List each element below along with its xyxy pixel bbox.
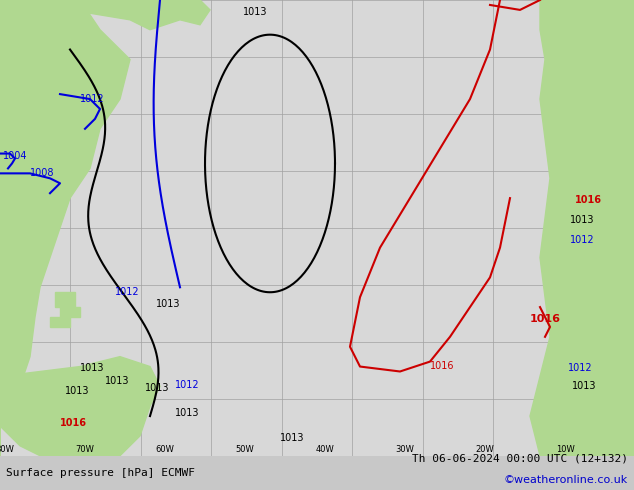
Text: 1013: 1013: [280, 433, 304, 443]
Text: 1013: 1013: [570, 215, 595, 225]
Text: 30W: 30W: [396, 445, 415, 454]
Text: 1016: 1016: [60, 418, 87, 428]
Text: 1012: 1012: [80, 94, 105, 104]
Text: 1016: 1016: [575, 195, 602, 205]
Polygon shape: [60, 307, 80, 317]
Text: 70W: 70W: [75, 445, 94, 454]
Polygon shape: [530, 0, 634, 456]
Text: Th 06-06-2024 00:00 UTC (12+132): Th 06-06-2024 00:00 UTC (12+132): [411, 453, 628, 463]
Polygon shape: [70, 0, 210, 30]
Text: 1004: 1004: [3, 150, 27, 161]
Text: 1008: 1008: [30, 169, 55, 178]
Text: 1013: 1013: [145, 383, 169, 393]
Text: 1013: 1013: [243, 7, 268, 17]
Polygon shape: [0, 0, 130, 456]
Text: 40W: 40W: [316, 445, 334, 454]
Text: 1012: 1012: [570, 235, 595, 245]
Polygon shape: [50, 317, 70, 327]
Text: 60W: 60W: [155, 445, 174, 454]
Text: 1016: 1016: [430, 361, 455, 370]
Text: ©weatheronline.co.uk: ©weatheronline.co.uk: [503, 475, 628, 485]
Text: 1016: 1016: [530, 314, 561, 324]
Text: 1012: 1012: [568, 364, 593, 373]
Text: 80W: 80W: [0, 445, 15, 454]
Text: 1012: 1012: [175, 380, 200, 391]
Text: 1012: 1012: [115, 287, 139, 297]
Text: 1013: 1013: [175, 408, 200, 418]
Polygon shape: [0, 357, 160, 456]
Text: 1013: 1013: [572, 381, 597, 392]
Text: 50W: 50W: [236, 445, 254, 454]
Text: 1013: 1013: [80, 364, 105, 373]
Text: 1013: 1013: [156, 299, 180, 309]
Text: 20W: 20W: [476, 445, 495, 454]
Text: 1013: 1013: [65, 386, 89, 396]
Text: 10W: 10W: [555, 445, 574, 454]
Text: Surface pressure [hPa] ECMWF: Surface pressure [hPa] ECMWF: [6, 468, 195, 478]
Text: 1013: 1013: [105, 376, 129, 387]
Polygon shape: [55, 292, 75, 307]
